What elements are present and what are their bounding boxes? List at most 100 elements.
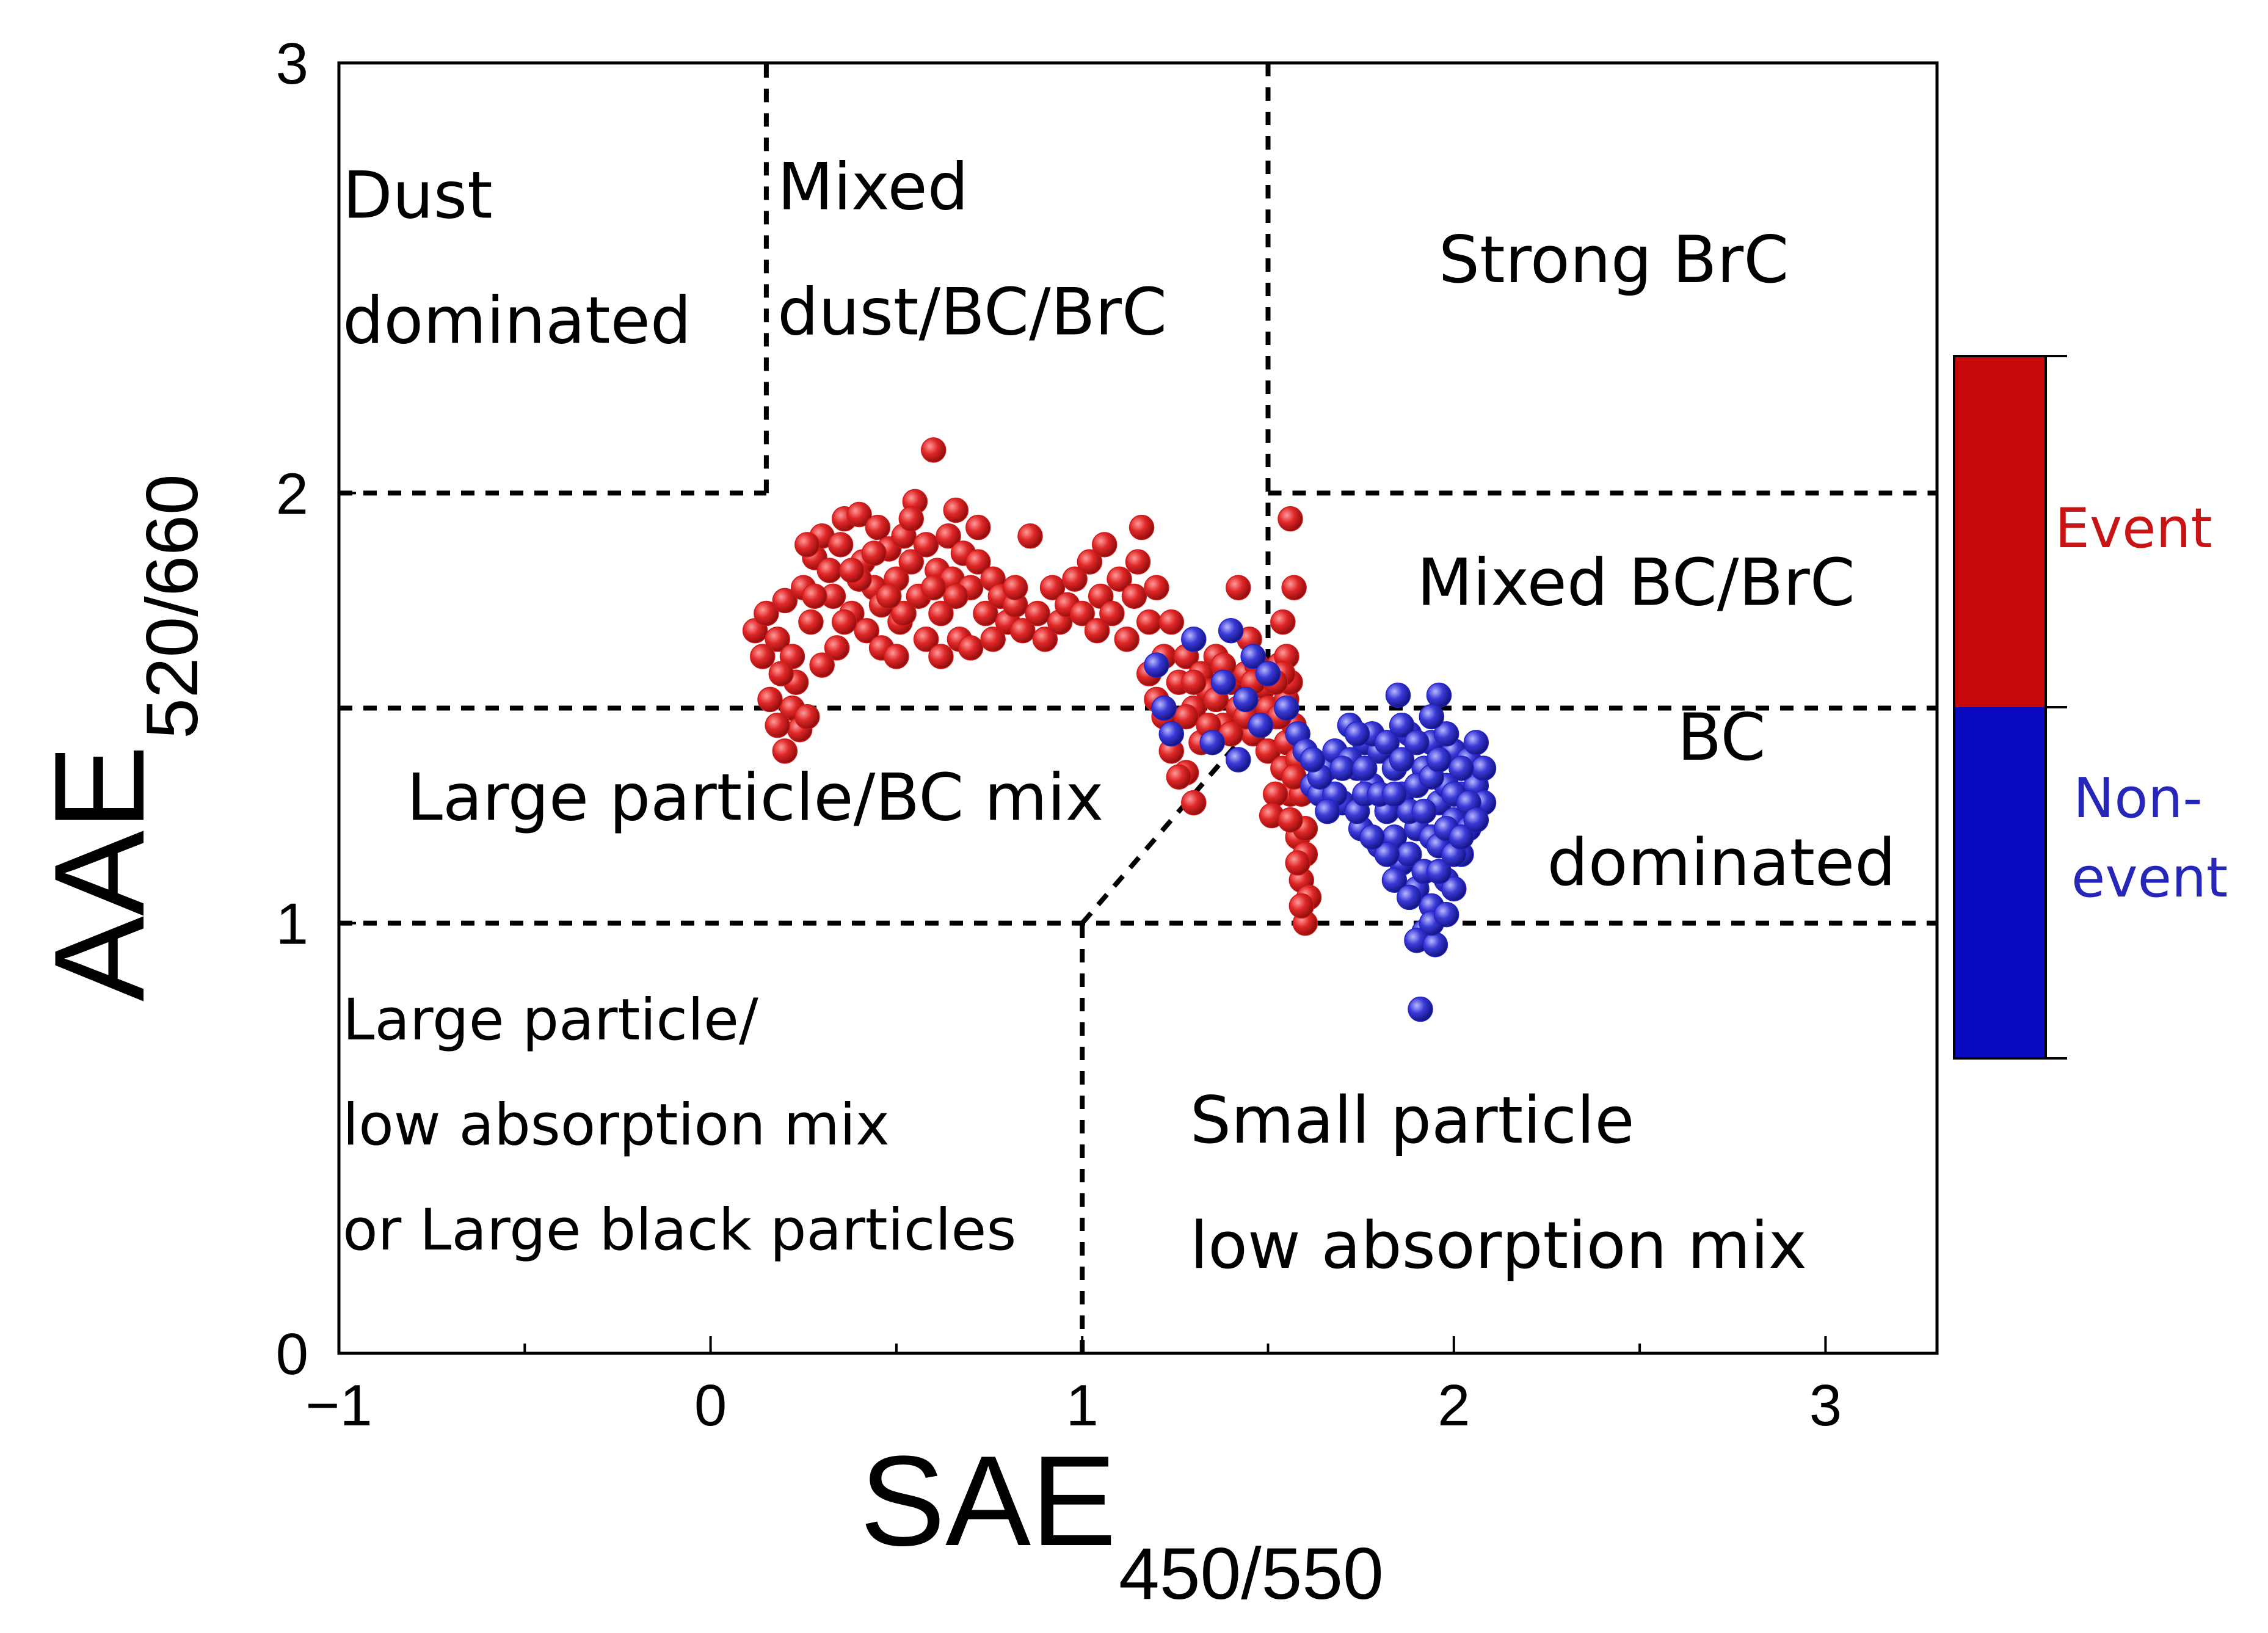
event-point-24	[898, 549, 925, 575]
event-point-43	[1010, 617, 1036, 644]
event-point-121	[861, 540, 887, 566]
nonevent-point-92	[1426, 859, 1452, 884]
event-point-113	[928, 644, 954, 669]
region-label-2-0: Strong BrC	[1439, 222, 1789, 297]
event-point-127	[876, 583, 902, 609]
event-point-136	[1181, 669, 1207, 695]
nonevent-point-77	[1408, 996, 1433, 1022]
region-label-4-0: BC	[1677, 700, 1766, 775]
event-point-135	[1173, 704, 1199, 730]
legend-nonevent-label-1: Non-	[2073, 766, 2203, 831]
event-point-58	[1114, 627, 1139, 652]
nonevent-point-81	[1329, 755, 1355, 781]
x-tick-label-2: 1	[1066, 1373, 1099, 1438]
event-point-103	[757, 686, 783, 713]
nonevent-point-5	[1210, 669, 1237, 695]
event-point-59	[1121, 583, 1147, 609]
event-point-93	[1181, 790, 1207, 816]
nonevent-point-9	[1240, 644, 1266, 669]
nonevent-point-71	[1441, 876, 1467, 902]
y-tick-label-2: 2	[276, 461, 308, 526]
legend-nonevent-swatch	[1954, 707, 2046, 1058]
event-point-115	[980, 627, 1006, 652]
nonevent-point-11	[1255, 661, 1281, 686]
event-point-47	[1039, 575, 1066, 601]
nonevent-point-98	[1351, 755, 1378, 781]
region-label-6-2: or Large black particles	[343, 1197, 1016, 1264]
nonevent-point-10	[1248, 712, 1274, 738]
event-point-11	[827, 532, 854, 558]
event-point-55	[1091, 532, 1118, 558]
event-point-125	[1002, 575, 1028, 601]
nonevent-point-91	[1359, 824, 1385, 850]
event-point-114	[958, 635, 984, 661]
nonevent-point-89	[1381, 867, 1408, 893]
region-label-7-1: low absorption mix	[1190, 1208, 1807, 1283]
nonevent-point-59	[1389, 747, 1415, 773]
region-boundaries	[339, 63, 1937, 1353]
nonevent-point-6	[1218, 617, 1244, 644]
event-point-112	[913, 627, 939, 652]
event-point-153	[1278, 807, 1303, 833]
y-tick-label-3: 3	[276, 31, 308, 96]
region-label-1-0: Mixed	[777, 149, 969, 224]
nonevent-point-4	[1199, 730, 1225, 755]
event-point-151	[1288, 893, 1315, 919]
nonevent-point-57	[1374, 730, 1400, 755]
event-point-9	[816, 558, 843, 583]
y-axis-subscript: 520/660	[131, 474, 213, 739]
event-point-52	[1077, 549, 1103, 575]
legend-event-swatch	[1954, 356, 2046, 707]
region-label-0-0: Dust	[343, 158, 493, 233]
event-point-51	[1069, 600, 1095, 627]
nonevent-point-0	[1144, 652, 1169, 678]
legend: Event Non- event	[1953, 355, 2228, 1060]
event-point-122	[898, 506, 925, 532]
nonevent-point-64	[1411, 798, 1437, 824]
nonevent-point-28	[1385, 682, 1411, 708]
nonevent-point-68	[1426, 747, 1452, 773]
nonevent-point-85	[1299, 747, 1326, 773]
event-point-120	[831, 609, 857, 635]
region-label-5-0: Large particle/BC mix	[407, 760, 1103, 835]
x-tick-label-0: −1	[305, 1373, 372, 1438]
event-point-104	[765, 712, 790, 738]
event-point-107	[768, 661, 794, 686]
event-point-1	[754, 600, 779, 627]
event-point-89	[1270, 609, 1296, 635]
event-point-60	[1125, 549, 1151, 575]
y-tick-label-0: 0	[276, 1322, 308, 1387]
region-label-3-0: Mixed BC/BrC	[1417, 545, 1855, 620]
event-point-46	[1032, 627, 1058, 652]
nonevent-point-86	[1389, 712, 1415, 738]
event-point-96	[1226, 575, 1251, 601]
nonevent-point-95	[1463, 807, 1489, 833]
event-point-116	[891, 600, 917, 627]
event-point-37	[965, 549, 991, 575]
nonevent-point-73	[1448, 755, 1474, 781]
event-point-108	[824, 635, 850, 661]
legend-nonevent-label-2: event	[2071, 846, 2228, 910]
nonevent-point-3	[1181, 627, 1207, 652]
event-point-106	[794, 704, 820, 730]
event-point-63	[1144, 575, 1169, 601]
event-point-152	[1285, 850, 1310, 876]
event-point-62	[1136, 609, 1162, 635]
region-label-6-0: Large particle/	[343, 987, 758, 1053]
nonevent-point-8	[1233, 686, 1259, 713]
event-point-123	[943, 583, 969, 609]
event-point-50	[1062, 566, 1088, 592]
nonevent-point-39	[1426, 682, 1452, 708]
nonevent-point-49	[1463, 730, 1489, 755]
event-point-53	[1084, 617, 1110, 644]
event-points	[742, 437, 1322, 936]
nonevent-point-96	[1397, 884, 1422, 911]
region-label-6-1: low absorption mix	[343, 1092, 890, 1158]
nonevent-point-94	[1448, 824, 1474, 850]
event-point-119	[750, 644, 776, 669]
event-point-91	[1262, 781, 1288, 807]
nonevent-point-2	[1158, 721, 1185, 747]
region-label-4-1: dominated	[1547, 825, 1895, 900]
